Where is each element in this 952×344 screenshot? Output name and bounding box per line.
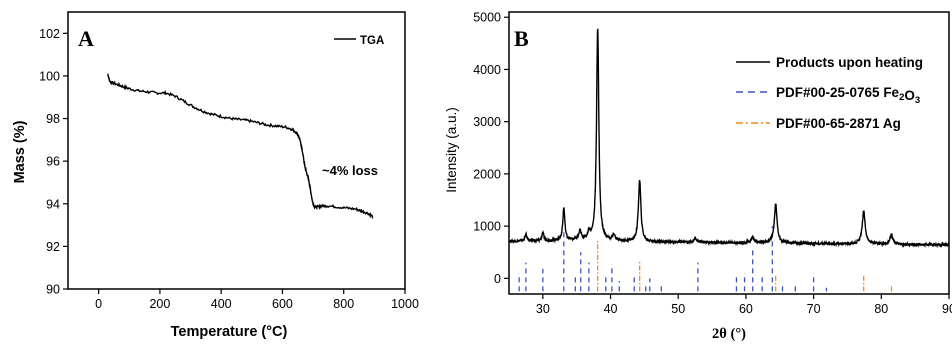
y-tick-label: 96 xyxy=(46,155,60,169)
x-tick-label: 90 xyxy=(942,302,952,316)
x-tick-label: 0 xyxy=(95,297,102,311)
panel-a-plot-frame xyxy=(67,11,406,290)
panel-b-legend-label-ag: PDF#00-65-2871 Ag xyxy=(776,116,901,131)
panel-b-series xyxy=(508,28,950,249)
panel-a-legend: TGA xyxy=(334,35,384,47)
panel-b: B 30 40 50 60 70 80 90 0 1000 2000 3000 4000 5000 2… xyxy=(444,11,952,342)
panel-a-y-axis-label: Mass (%) xyxy=(12,120,28,183)
panel-b-legend-label-fe2o3: PDF#00-25-0765 Fe2O3 xyxy=(776,85,920,106)
x-tick-label: 80 xyxy=(874,302,888,316)
y-tick-label: 4000 xyxy=(473,63,501,77)
series-line xyxy=(107,73,374,220)
panel-a-y-tick-labels: 90 92 94 96 98 100 102 xyxy=(39,27,60,297)
panel-a-axes xyxy=(63,32,406,294)
panel-a: A 0 200 400 600 800 1000 90 92 94 96 98 100 102 Tem… xyxy=(12,11,419,340)
y-tick-label: 100 xyxy=(39,69,60,83)
panel-b-axes xyxy=(504,16,950,299)
panel-a-annotation: ~4% loss xyxy=(322,163,378,178)
x-tick-label: 800 xyxy=(333,297,354,311)
y-tick-label: 94 xyxy=(46,197,60,211)
x-tick-label: 600 xyxy=(272,297,293,311)
panel-a-x-axis-label: Temperature (°C) xyxy=(171,324,288,340)
y-tick-label: 102 xyxy=(39,27,60,41)
y-tick-label: 92 xyxy=(46,240,60,254)
x-tick-label: 50 xyxy=(671,302,685,316)
x-tick-label: 30 xyxy=(536,302,550,316)
y-tick-label: 0 xyxy=(494,272,501,286)
x-tick-label: 60 xyxy=(739,302,753,316)
panel-b-y-axis-label: Intensity (a.u.) xyxy=(444,107,459,193)
series-line xyxy=(508,28,950,249)
panel-b-label: B xyxy=(514,26,529,51)
panel-a-series xyxy=(107,73,374,220)
y-tick-label: 3000 xyxy=(473,115,501,129)
panel-b-legend: Products upon heating PDF#00-25-0765 Fe2… xyxy=(736,55,923,131)
x-tick-label: 400 xyxy=(211,297,232,311)
panel-b-legend-label-products: Products upon heating xyxy=(776,55,923,70)
panel-b-plot-frame xyxy=(508,11,950,295)
x-tick-label: 1000 xyxy=(391,297,419,311)
panel-a-x-tick-labels: 0 200 400 600 800 1000 xyxy=(95,297,419,311)
panel-a-legend-label-tga: TGA xyxy=(360,35,384,47)
y-tick-label: 5000 xyxy=(473,11,501,25)
panel-b-x-tick-labels: 30 40 50 60 70 80 90 xyxy=(536,302,952,316)
panel-b-y-tick-labels: 0 1000 2000 3000 4000 5000 xyxy=(473,11,501,286)
y-tick-label: 1000 xyxy=(473,220,501,234)
panel-b-x-axis-label: 2θ (°) xyxy=(712,326,746,342)
y-tick-label: 2000 xyxy=(473,167,501,181)
x-tick-label: 40 xyxy=(604,302,618,316)
y-tick-label: 98 xyxy=(46,112,60,126)
y-tick-label: 90 xyxy=(46,283,60,297)
x-tick-label: 70 xyxy=(807,302,821,316)
panel-a-label: A xyxy=(78,26,94,51)
x-tick-label: 200 xyxy=(149,297,170,311)
